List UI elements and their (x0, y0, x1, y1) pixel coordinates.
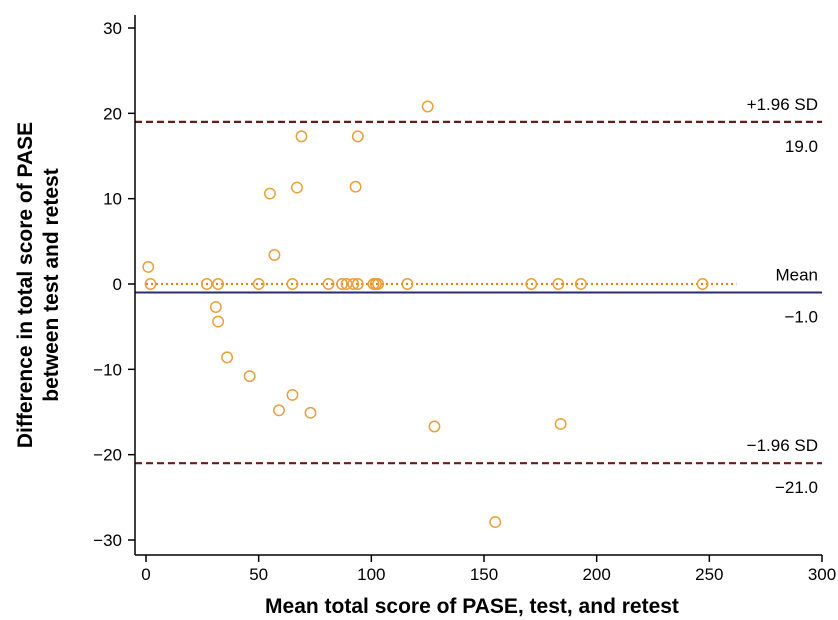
data-point (142, 260, 155, 273)
reference-line-value: −21.0 (775, 478, 818, 497)
y-axis-title-line-2: between test and retest (40, 168, 63, 401)
y-axis-title: Difference in total score of PASE betwee… (14, 122, 63, 448)
data-point (286, 278, 299, 290)
x-tick-label: 100 (357, 565, 385, 584)
data-point (372, 278, 385, 290)
data-point (554, 417, 567, 430)
y-axis-title-line-1: Difference in total score of PASE (14, 122, 37, 448)
data-point (428, 420, 441, 433)
x-tick-label: 300 (808, 565, 836, 584)
y-tick-label: −30 (93, 531, 122, 550)
data-point (212, 315, 225, 328)
y-tick-label: 0 (113, 275, 122, 294)
data-point (322, 278, 335, 290)
data-point (252, 278, 265, 290)
x-axis-title: Mean total score of PASE, test, and rete… (265, 595, 679, 618)
reference-annotations: +1.96 SD 19.0 Mean −1.0 −1.96 SD −21.0 (747, 95, 818, 497)
reference-line-label: +1.96 SD (747, 95, 818, 114)
data-point (263, 187, 276, 200)
data-point (286, 388, 299, 401)
data-point (401, 278, 414, 290)
reference-lines (135, 120, 822, 465)
data-point (421, 100, 434, 113)
y-tick-label: −20 (93, 446, 122, 465)
data-point (525, 278, 538, 290)
data-point (347, 278, 360, 290)
data-point (144, 278, 157, 290)
x-tick-label: 150 (470, 565, 498, 584)
x-tick-label: 50 (249, 565, 268, 584)
data-point (349, 180, 362, 193)
data-point (212, 278, 225, 290)
data-point (200, 278, 213, 290)
y-tick-label: −10 (93, 360, 122, 379)
data-point (552, 278, 565, 290)
x-tick-label: 0 (141, 565, 150, 584)
x-tick-label: 250 (695, 565, 723, 584)
y-tick-label: 10 (103, 190, 122, 209)
reference-line-value: 19.0 (785, 137, 818, 156)
data-point (351, 278, 364, 290)
data-point (272, 404, 285, 417)
data-point (574, 278, 587, 290)
x-tick-label: 200 (582, 565, 610, 584)
data-point (696, 278, 709, 290)
axes (134, 15, 822, 556)
data-point (268, 249, 281, 261)
data-point (336, 278, 348, 290)
data-points (142, 100, 709, 529)
data-point (243, 370, 256, 383)
reference-line-value: −1.0 (784, 308, 818, 327)
data-point (209, 301, 222, 313)
data-point (295, 130, 308, 143)
data-point (221, 351, 234, 364)
reference-line-label: Mean (775, 266, 818, 285)
data-point (489, 516, 502, 529)
y-tick-label: 20 (103, 104, 122, 123)
data-point (340, 278, 353, 290)
axis-ticks: 0 50 100 150 200 250 300 −30 −20 −10 0 10 20 30 (93, 19, 836, 584)
data-point (304, 406, 317, 419)
y-tick-label: 30 (103, 19, 122, 38)
data-point (291, 181, 303, 194)
data-point (351, 130, 364, 143)
reference-line-label: −1.96 SD (747, 436, 818, 455)
